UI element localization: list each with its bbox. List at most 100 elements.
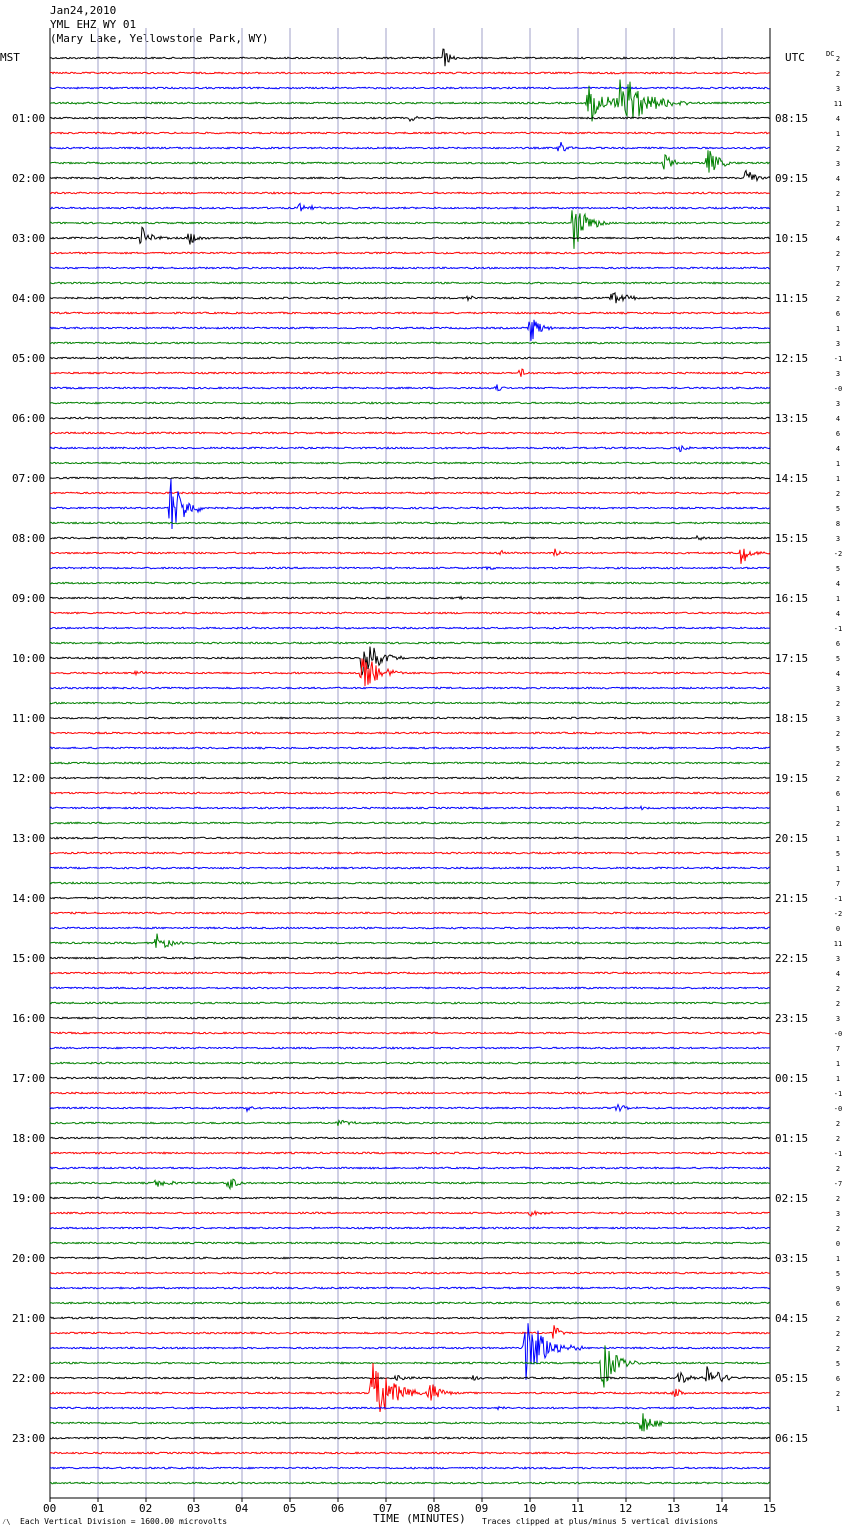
- dc-offset-label: 1: [836, 205, 840, 213]
- trace-line: [49, 1226, 771, 1230]
- dc-offset-label: 1: [836, 1075, 840, 1083]
- dc-offset-label: 4: [836, 610, 840, 618]
- dc-offset-label: 6: [836, 430, 840, 438]
- mst-hour-label: 14:00: [12, 892, 45, 905]
- trace-line: [49, 341, 771, 345]
- trace-line: [49, 1466, 771, 1470]
- dc-offset-label: 4: [836, 670, 840, 678]
- utc-hour-label: 17:15: [775, 652, 808, 665]
- trace-line: [49, 1325, 771, 1339]
- dc-offset-label: 3: [836, 955, 840, 963]
- dc-offset-label: 2: [836, 820, 840, 828]
- utc-hour-label: 02:15: [775, 1192, 808, 1205]
- dc-offset-label: -1: [834, 1150, 842, 1158]
- x-tick-labels: 00 01 02 03 04 05 06 07 08 09 10 11 12 13 14 15: [43, 1498, 776, 1515]
- trace-line: [49, 1345, 771, 1388]
- trace-line: [49, 1405, 771, 1411]
- mst-hour-labels: 01:00 02:00 03:00 04:00 05:00 06:00 07:00 08:00…: [12, 112, 45, 1445]
- dc-offset-label: 1: [836, 835, 840, 843]
- dc-offset-label: 2: [836, 1225, 840, 1233]
- trace-line: [49, 1366, 771, 1384]
- dc-offset-label: 3: [836, 85, 840, 93]
- dc-offset-label: 1: [836, 475, 840, 483]
- trace-line: [49, 150, 771, 173]
- trace-line: [49, 1103, 771, 1113]
- trace-line: [49, 646, 771, 676]
- trace-line: [49, 851, 771, 855]
- trace-line: [49, 658, 771, 687]
- mst-hour-label: 21:00: [12, 1312, 45, 1325]
- trace-line: [49, 701, 771, 705]
- dc-offset-label: 2: [836, 760, 840, 768]
- trace-line: [49, 761, 771, 765]
- trace-line: [49, 1256, 771, 1260]
- x-tick-label: 12: [619, 1502, 632, 1515]
- mst-hour-label: 07:00: [12, 472, 45, 485]
- dc-offset-label: 3: [836, 1210, 840, 1218]
- trace-line: [49, 791, 771, 795]
- trace-line: [49, 956, 771, 960]
- dc-offset-label: -1: [834, 625, 842, 633]
- dc-offset-label: 4: [836, 115, 840, 123]
- dc-offset-label: 3: [836, 535, 840, 543]
- utc-hour-label: 03:15: [775, 1252, 808, 1265]
- dc-offset-label: 2: [836, 220, 840, 228]
- trace-line: [49, 1241, 771, 1245]
- mst-hour-label: 23:00: [12, 1432, 45, 1445]
- trace-line: [49, 169, 771, 183]
- trace-line: [49, 1166, 771, 1170]
- x-tick-label: 03: [187, 1502, 200, 1515]
- trace-line: [49, 521, 771, 525]
- trace-line: [49, 686, 771, 690]
- dc-offset-label: 2: [836, 55, 840, 63]
- trace-line: [49, 731, 771, 735]
- mst-hour-label: 06:00: [12, 412, 45, 425]
- dc-offset-label: 3: [836, 370, 840, 378]
- utc-hour-label: 23:15: [775, 1012, 808, 1025]
- mst-hour-label: 13:00: [12, 832, 45, 845]
- left-timezone-label: MST: [0, 51, 20, 64]
- dc-offset-label: 6: [836, 1300, 840, 1308]
- trace-line: [49, 611, 771, 615]
- utc-hour-label: 22:15: [775, 952, 808, 965]
- trace-line: [49, 804, 771, 811]
- dc-offset-label: 5: [836, 1360, 840, 1368]
- dc-offset-label: -2: [834, 550, 842, 558]
- trace-line: [49, 431, 771, 435]
- utc-hour-label: 06:15: [775, 1432, 808, 1445]
- x-tick-label: 05: [283, 1502, 296, 1515]
- trace-line: [49, 266, 771, 270]
- dc-offset-label: 4: [836, 970, 840, 978]
- mst-hour-label: 09:00: [12, 592, 45, 605]
- dc-offset-label: 3: [836, 400, 840, 408]
- trace-line: [49, 491, 771, 495]
- x-tick-label: 09: [475, 1502, 488, 1515]
- trace-line: [49, 1363, 771, 1412]
- trace-line: [49, 71, 771, 75]
- trace-line: [49, 281, 771, 285]
- chart-title-station: YML EHZ WY 01: [50, 18, 137, 31]
- trace-line: [49, 1196, 771, 1200]
- dc-offset-label: 2: [836, 1195, 840, 1203]
- trace-line: [49, 836, 771, 840]
- mst-hour-label: 08:00: [12, 532, 45, 545]
- mst-hour-label: 15:00: [12, 952, 45, 965]
- dc-offset-label: 4: [836, 415, 840, 423]
- dc-offset-label: 6: [836, 310, 840, 318]
- trace-line: [49, 1091, 771, 1095]
- utc-hour-label: 18:15: [775, 712, 808, 725]
- dc-offset-label: 2: [836, 1165, 840, 1173]
- dc-offset-label: 2: [836, 985, 840, 993]
- trace-line: [49, 86, 770, 90]
- utc-hour-label: 19:15: [775, 772, 808, 785]
- dc-offset-label: 6: [836, 790, 840, 798]
- dc-offset-label: 2: [836, 490, 840, 498]
- trace-line: [49, 926, 771, 930]
- dc-offset-label: 2: [836, 700, 840, 708]
- footer-clip-note: Traces clipped at plus/minus 5 vertical …: [482, 1517, 718, 1526]
- trace-line: [49, 881, 771, 885]
- utc-hour-label: 10:15: [775, 232, 808, 245]
- trace-line: [49, 141, 771, 152]
- trace-line: [50, 1151, 771, 1155]
- trace-line: [49, 416, 771, 420]
